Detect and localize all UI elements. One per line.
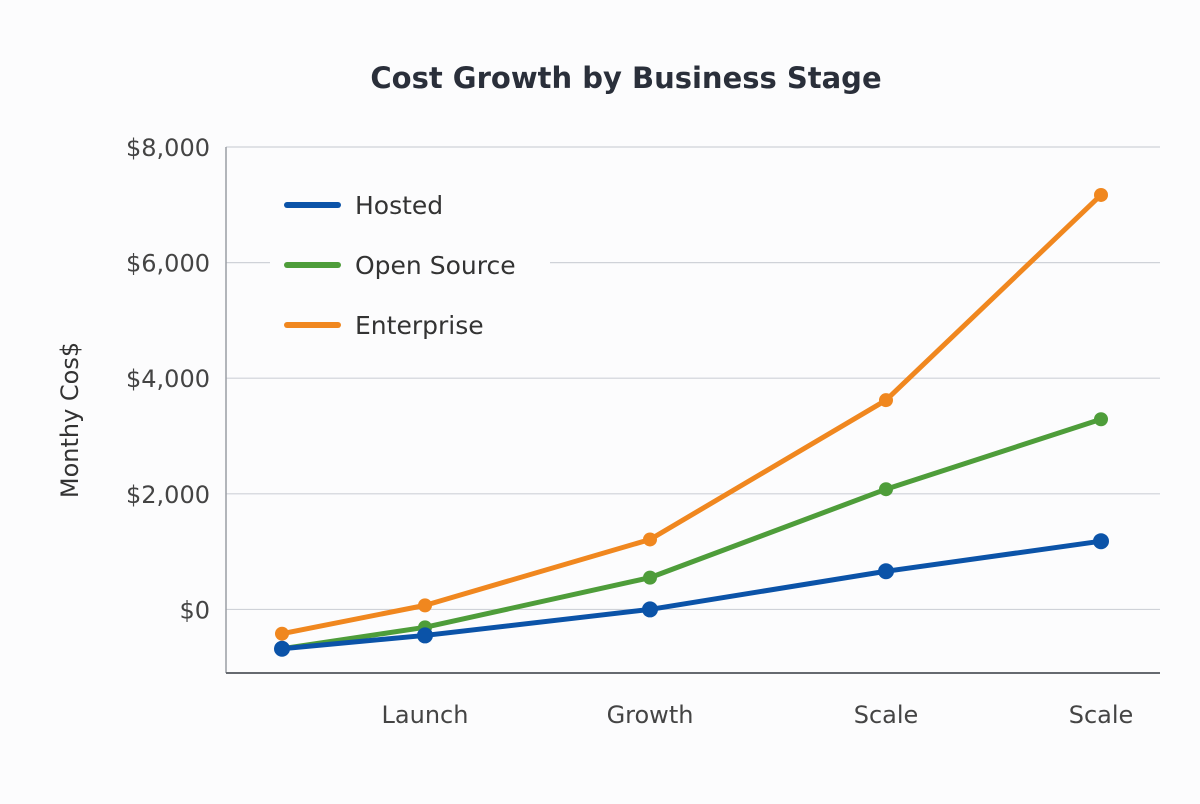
y-tick-label: $4,000: [126, 365, 210, 393]
data-point: [643, 532, 657, 547]
x-tick-label: Scale: [1069, 701, 1134, 729]
series-enterprise: [275, 187, 1108, 641]
legend-item: Hosted: [284, 191, 443, 220]
data-point: [642, 601, 658, 618]
data-point: [879, 482, 893, 497]
series-open-source: [275, 412, 1108, 656]
data-point: [643, 570, 657, 585]
y-tick-label: $2,000: [126, 481, 210, 509]
data-point: [879, 393, 893, 408]
chart-title: Cost Growth by Business Stage: [370, 61, 881, 95]
legend-item: Enterprise: [284, 311, 484, 340]
data-point: [274, 640, 290, 657]
y-tick-label: $0: [179, 596, 210, 624]
legend-label: Open Source: [355, 251, 516, 280]
data-point: [1093, 533, 1109, 550]
y-tick-label: $8,000: [126, 134, 210, 162]
x-tick-label: Launch: [382, 701, 469, 729]
data-point: [418, 598, 432, 613]
data-point: [1094, 187, 1108, 202]
y-axis-label: Monthy Cos$: [56, 342, 84, 498]
x-tick-label: Scale: [854, 701, 919, 729]
legend-item: Open Source: [284, 251, 516, 280]
data-point: [275, 626, 289, 641]
y-tick-label: $6,000: [126, 250, 210, 278]
data-point: [1094, 412, 1108, 427]
series-line: [279, 416, 1104, 652]
series-hosted: [274, 533, 1109, 657]
legend-label: Hosted: [355, 191, 443, 220]
x-tick-label: Growth: [607, 701, 694, 729]
data-point: [417, 627, 433, 644]
data-point: [878, 563, 894, 580]
legend-label: Enterprise: [355, 311, 484, 340]
